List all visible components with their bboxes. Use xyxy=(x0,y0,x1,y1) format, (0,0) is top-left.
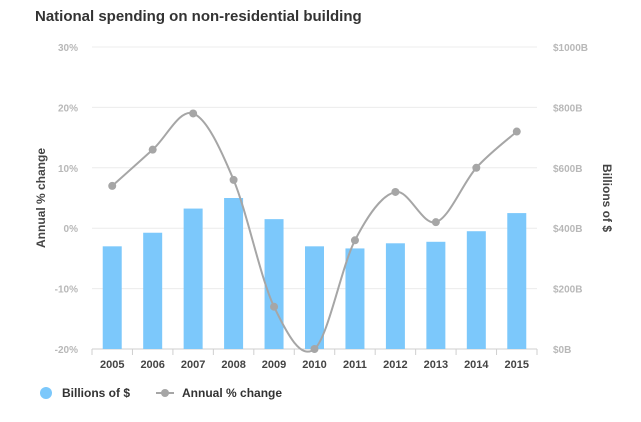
y-left-axis-title: Annual % change xyxy=(34,148,48,248)
y-right-axis-title: Billions of $ xyxy=(600,164,614,232)
y-left-tick-label: 0% xyxy=(64,224,79,235)
x-tick-label: 2012 xyxy=(383,359,407,371)
legend-item-line[interactable]: Annual % change xyxy=(156,386,282,400)
chart-title: National spending on non-residential bui… xyxy=(35,8,362,25)
x-tick-label: 2009 xyxy=(262,359,286,371)
line-point xyxy=(350,236,359,245)
bar xyxy=(305,246,324,349)
bar xyxy=(183,208,203,349)
bar xyxy=(426,241,446,349)
line-point xyxy=(472,163,481,172)
x-tick-label: 2007 xyxy=(181,359,205,371)
bar xyxy=(143,232,163,349)
y-right-tick-label: $600B xyxy=(553,164,582,175)
y-right-tick-label: $200B xyxy=(553,285,582,296)
x-tick-label: 2005 xyxy=(100,359,124,371)
y-left-tick-label: -10% xyxy=(55,285,78,296)
bar xyxy=(345,248,365,349)
chart-legend: Billions of $ Annual % change xyxy=(40,386,308,400)
line-point xyxy=(108,181,117,190)
line-point xyxy=(431,218,440,227)
y-right-tick-label: $1000B xyxy=(553,43,588,54)
legend-label-line: Annual % change xyxy=(182,386,283,400)
x-tick-label: 2010 xyxy=(302,359,326,371)
bar xyxy=(466,231,486,349)
bar xyxy=(264,219,284,349)
bar xyxy=(385,243,405,349)
line-point xyxy=(512,127,521,136)
y-right-tick-label: $800B xyxy=(553,103,582,114)
line-point xyxy=(270,302,279,311)
y-right-tick-label: $400B xyxy=(553,224,582,235)
bar xyxy=(507,213,527,349)
x-tick-label: 2014 xyxy=(464,359,489,371)
legend-swatch-bars-icon xyxy=(40,387,52,399)
legend-item-bars[interactable]: Billions of $ xyxy=(40,386,130,400)
y-left-tick-label: -20% xyxy=(55,345,78,356)
y-left-tick-label: 10% xyxy=(58,164,78,175)
x-tick-label: 2008 xyxy=(221,359,245,371)
line-point xyxy=(229,175,238,184)
legend-label-bars: Billions of $ xyxy=(62,386,131,400)
x-tick-label: 2006 xyxy=(140,359,164,371)
x-tick-label: 2011 xyxy=(343,359,367,371)
line-point xyxy=(310,345,319,353)
x-tick-label: 2015 xyxy=(505,359,529,371)
y-left-tick-label: 20% xyxy=(58,103,78,114)
legend-swatch-line-icon xyxy=(156,387,175,399)
line-point xyxy=(148,145,157,154)
chart-plot: -20% -10% 0% 10% 20% 30% $0B $200B $400B $600B $80… xyxy=(34,43,614,371)
bar xyxy=(102,246,122,349)
bar xyxy=(224,198,244,349)
line-point xyxy=(189,109,198,118)
x-tick-label: 2013 xyxy=(424,359,448,371)
line-point xyxy=(391,187,400,196)
y-right-tick-label: $0B xyxy=(553,345,571,356)
y-left-tick-label: 30% xyxy=(58,43,78,54)
